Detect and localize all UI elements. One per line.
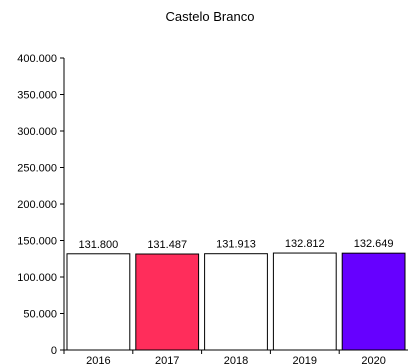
data-label-2020: 132.649 (354, 238, 394, 250)
y-axis: 0 50.000 100.000 150.000 200.000 250.000 300.0… (17, 53, 65, 357)
y-tick-label: 150.000 (17, 236, 57, 248)
bar-2016 (66, 253, 131, 351)
bar-2020 (341, 252, 406, 351)
x-tick-label-2017: 2017 (155, 355, 179, 364)
data-label-2018: 131.913 (216, 239, 256, 251)
bar-2018 (204, 253, 268, 351)
y-tick-label: 50.000 (23, 309, 57, 321)
y-tick-label: 100.000 (17, 272, 57, 284)
x-tick-label-2019: 2019 (293, 355, 317, 364)
bars (66, 252, 406, 351)
x-axis: 2016 2017 2018 2019 2020 (63, 349, 408, 364)
x-tick-label-2018: 2018 (224, 355, 248, 364)
x-tick-label-2016: 2016 (86, 355, 110, 364)
y-tick-label: 200.000 (17, 199, 57, 211)
y-tick-label: 350.000 (17, 90, 57, 102)
chart-title: Castelo Branco (166, 9, 255, 24)
data-label-2017: 131.487 (147, 239, 187, 251)
y-tick-label: 250.000 (17, 163, 57, 175)
y-tick-label: 300.000 (17, 126, 57, 138)
y-tick-label: 0 (51, 345, 57, 357)
bar-2019 (272, 252, 337, 351)
x-tick-label-2020: 2020 (361, 355, 385, 364)
data-label-2016: 131.800 (79, 239, 119, 251)
data-label-2019: 132.812 (285, 238, 325, 250)
y-tick-label: 400.000 (17, 53, 57, 65)
data-labels: 131.800 131.487 131.913 132.812 132.649 (79, 238, 394, 251)
bar-2017 (135, 253, 200, 351)
